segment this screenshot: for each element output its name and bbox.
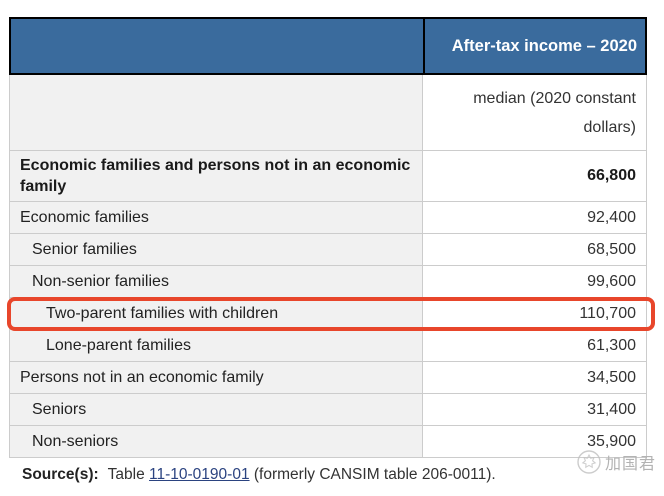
table-row: Economic families 92,400 (10, 202, 646, 234)
row-value: 92,400 (423, 202, 646, 233)
watermark-text: 加国君 (604, 456, 656, 473)
subheader-row: median (2020 constant dollars) (10, 75, 646, 151)
row-label: Non-senior families (10, 266, 423, 297)
source-text-before-link: Table (107, 466, 145, 483)
source-text-after-link: (formerly CANSIM table 206-0011). (253, 466, 496, 483)
source-label: Source(s): (22, 466, 99, 483)
row-value: 35,900 (423, 426, 646, 457)
table-row-highlighted: Two-parent families with children 110,70… (10, 298, 646, 330)
row-value: 34,500 (423, 362, 646, 393)
table-row: Seniors 31,400 (10, 394, 646, 426)
row-value: 61,300 (423, 330, 646, 361)
source-note: Source(s): Table 11-10-0190-01 (formerly … (22, 466, 496, 484)
row-value: 99,600 (423, 266, 646, 297)
table-row: Non-seniors 35,900 (10, 426, 646, 458)
row-label: Lone-parent families (10, 330, 423, 361)
row-value: 68,500 (423, 234, 646, 265)
table-row: Senior families 68,500 (10, 234, 646, 266)
source-table-link[interactable]: 11-10-0190-01 (149, 466, 250, 483)
watermark: 加国君 (576, 449, 656, 475)
row-label: Senior families (10, 234, 423, 265)
row-label: Non-seniors (10, 426, 423, 457)
table-row: Economic families and persons not in an … (10, 151, 646, 202)
table-row: Non-senior families 99,600 (10, 266, 646, 298)
header-spacer-cell (11, 19, 423, 73)
subheader-spacer-cell (10, 75, 423, 150)
table-body: median (2020 constant dollars) Economic … (9, 75, 647, 458)
watermark-logo-icon (577, 450, 601, 474)
table-row: Lone-parent families 61,300 (10, 330, 646, 362)
row-value: 110,700 (423, 298, 646, 329)
subheader-cell: median (2020 constant dollars) (423, 75, 646, 150)
row-label: Seniors (10, 394, 423, 425)
table-row: Persons not in an economic family 34,500 (10, 362, 646, 394)
row-value: 66,800 (423, 151, 646, 201)
subheader-label: median (2020 constant dollars) (473, 89, 636, 136)
header-title-cell: After-tax income – 2020 (423, 19, 645, 73)
row-label: Economic families (10, 202, 423, 233)
income-table: After-tax income – 2020 median (2020 con… (9, 17, 647, 458)
row-label: Persons not in an economic family (10, 362, 423, 393)
header-title: After-tax income – 2020 (451, 37, 637, 55)
table-header-row: After-tax income – 2020 (9, 17, 647, 75)
row-label: Two-parent families with children (10, 298, 423, 329)
row-label: Economic families and persons not in an … (10, 151, 423, 201)
row-value: 31,400 (423, 394, 646, 425)
